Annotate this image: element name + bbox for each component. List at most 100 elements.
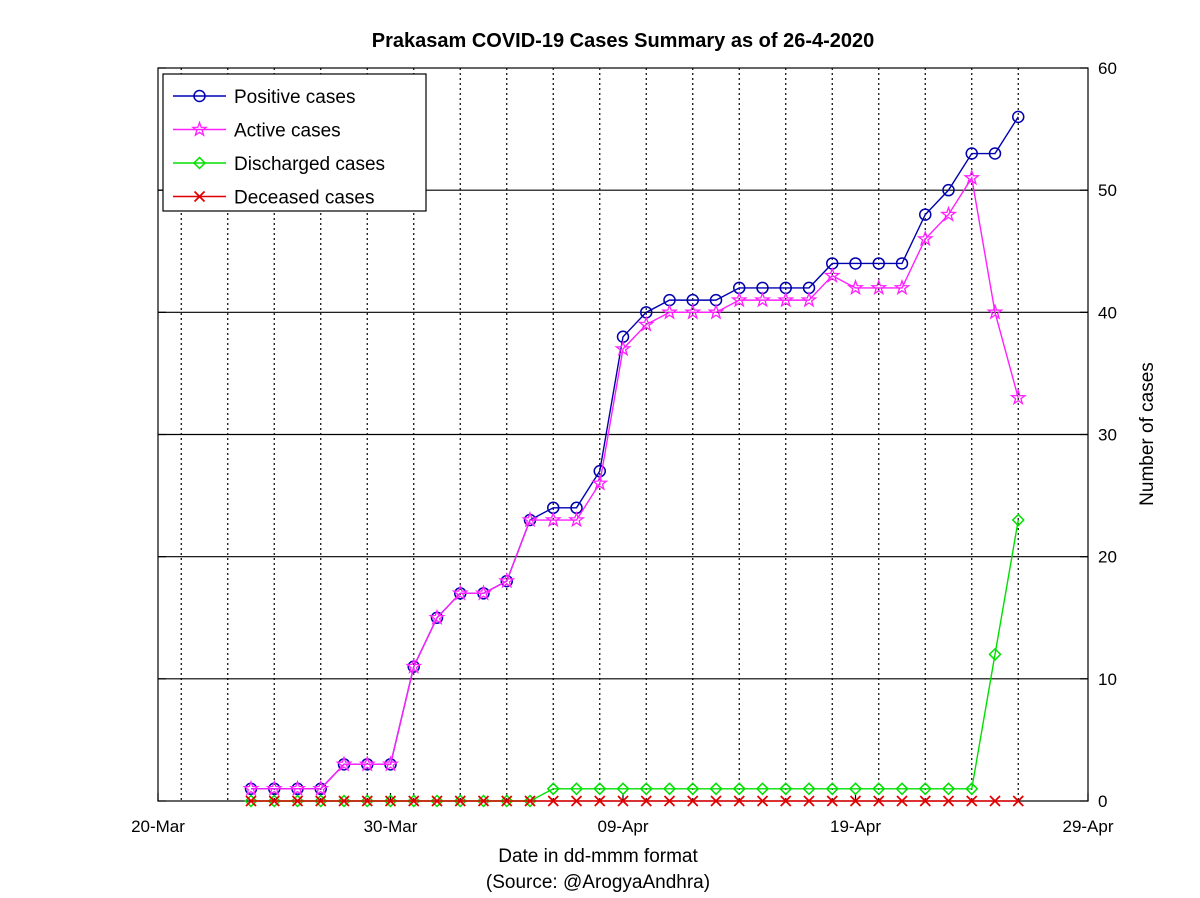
data-point bbox=[288, 779, 307, 797]
legend-label: Discharged cases bbox=[234, 154, 385, 175]
data-point bbox=[849, 257, 862, 270]
x-marker-stroke bbox=[803, 795, 815, 807]
data-point bbox=[1009, 388, 1027, 406]
data-point bbox=[616, 782, 630, 796]
x-marker-stroke bbox=[594, 795, 606, 807]
data-point bbox=[639, 782, 653, 796]
x-marker-stroke bbox=[245, 795, 257, 807]
data-point bbox=[870, 278, 888, 296]
x-tick-label: 29-Apr bbox=[1062, 817, 1113, 836]
data-point bbox=[1012, 110, 1025, 124]
data-point bbox=[594, 795, 606, 807]
data-point bbox=[312, 779, 330, 797]
data-point bbox=[428, 608, 446, 626]
data-point bbox=[383, 794, 398, 808]
x-tick-label: 30-Mar bbox=[364, 817, 418, 836]
data-point bbox=[544, 511, 562, 528]
data-point bbox=[733, 795, 745, 807]
y-axis-label: Number of cases bbox=[1137, 362, 1158, 506]
data-point bbox=[779, 782, 793, 796]
x-marker-stroke bbox=[942, 795, 955, 807]
legend-label: Deceased cases bbox=[234, 188, 374, 209]
source-label: (Source: @ArogyaAndhra) bbox=[486, 872, 710, 893]
data-point bbox=[546, 782, 560, 796]
x-axis-label: Date in dd-mmm format bbox=[498, 846, 698, 867]
legend-entry: Active cases bbox=[173, 121, 341, 142]
data-point bbox=[291, 795, 304, 807]
legend-entry: Positive cases bbox=[173, 87, 355, 108]
y-tick-label: 30 bbox=[1098, 426, 1117, 445]
data-point bbox=[500, 794, 514, 808]
data-point bbox=[431, 795, 443, 807]
legend-label: Active cases bbox=[234, 121, 341, 142]
x-marker-stroke bbox=[849, 795, 862, 807]
data-point bbox=[290, 794, 305, 808]
data-point bbox=[755, 782, 770, 796]
data-point bbox=[966, 795, 978, 807]
data-point bbox=[315, 795, 327, 807]
x-marker-stroke bbox=[733, 795, 745, 807]
data-point bbox=[567, 511, 586, 528]
data-point bbox=[780, 795, 792, 807]
x-marker-stroke bbox=[966, 795, 978, 807]
series-active-cases bbox=[242, 168, 1027, 797]
x-tick-label: 19-Apr bbox=[830, 817, 881, 836]
data-point bbox=[430, 794, 444, 808]
x-marker-stroke bbox=[193, 190, 206, 203]
data-point bbox=[407, 794, 421, 808]
data-point bbox=[614, 340, 632, 357]
data-point bbox=[965, 147, 978, 160]
x-tick-label: 09-Apr bbox=[597, 817, 648, 836]
data-point bbox=[942, 795, 955, 807]
data-point bbox=[524, 795, 536, 807]
x-tick-label: 20-Mar bbox=[131, 817, 185, 836]
data-point bbox=[384, 795, 397, 807]
x-marker-stroke bbox=[919, 795, 931, 807]
data-point bbox=[710, 795, 722, 807]
legend-entry: Discharged cases bbox=[173, 154, 385, 175]
data-point bbox=[988, 647, 1002, 661]
data-point bbox=[1012, 795, 1024, 807]
data-point bbox=[988, 147, 1002, 160]
data-point bbox=[895, 257, 909, 270]
data-point bbox=[408, 795, 420, 807]
legend: Positive cases Active cases Discharged cas… bbox=[162, 73, 427, 212]
data-point bbox=[965, 782, 979, 796]
legend-marker bbox=[193, 89, 206, 103]
data-point bbox=[849, 795, 862, 807]
data-point bbox=[637, 315, 655, 332]
x-marker-stroke bbox=[640, 795, 652, 807]
x-marker-stroke bbox=[570, 795, 583, 807]
x-marker-stroke bbox=[501, 795, 513, 807]
ticks: 0 10 20 30 40 50 60 20-Mar 30-Mar 09-Apr 19-Apr 29-… bbox=[131, 59, 1117, 836]
data-point bbox=[640, 795, 652, 807]
data-point bbox=[709, 782, 723, 796]
data-point bbox=[846, 278, 865, 296]
data-point bbox=[498, 572, 516, 589]
data-point bbox=[361, 795, 373, 807]
data-point bbox=[591, 474, 609, 491]
data-point bbox=[777, 291, 795, 308]
x-marker-stroke bbox=[454, 795, 466, 807]
data-point bbox=[753, 291, 772, 308]
y-tick-label: 10 bbox=[1098, 670, 1117, 689]
x-marker-stroke bbox=[384, 795, 397, 807]
legend-marker bbox=[190, 120, 209, 137]
y-tick-label: 20 bbox=[1098, 548, 1117, 567]
data-point bbox=[268, 795, 280, 807]
data-point bbox=[663, 795, 676, 807]
data-point bbox=[986, 303, 1004, 320]
data-point bbox=[989, 795, 1001, 807]
x-marker-stroke bbox=[338, 795, 350, 807]
data-point bbox=[245, 795, 257, 807]
x-marker-stroke bbox=[617, 795, 629, 807]
y-tick-label: 0 bbox=[1098, 792, 1107, 811]
chart-title: Prakasam COVID-19 Cases Summary as of 26… bbox=[372, 30, 875, 52]
data-point bbox=[941, 782, 956, 796]
data-point bbox=[893, 278, 911, 296]
data-point bbox=[919, 208, 932, 221]
data-point bbox=[823, 266, 841, 283]
data-point bbox=[895, 782, 909, 796]
x-marker-stroke bbox=[896, 795, 908, 807]
